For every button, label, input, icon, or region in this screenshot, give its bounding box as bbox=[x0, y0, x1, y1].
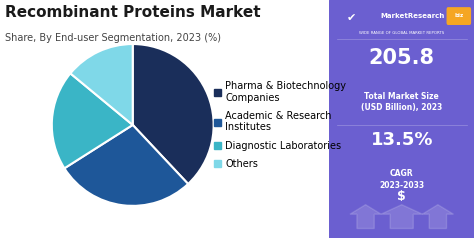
Text: 13.5%: 13.5% bbox=[371, 131, 433, 149]
Text: Share, By End-user Segmentation, 2023 (%): Share, By End-user Segmentation, 2023 (%… bbox=[5, 33, 221, 43]
Text: Recombinant Proteins Market: Recombinant Proteins Market bbox=[5, 5, 260, 20]
Text: MarketResearch: MarketResearch bbox=[380, 13, 444, 19]
Wedge shape bbox=[64, 125, 188, 206]
Text: biz: biz bbox=[454, 13, 464, 18]
FancyArrow shape bbox=[350, 205, 381, 228]
Wedge shape bbox=[52, 73, 133, 168]
Text: ✔: ✔ bbox=[346, 13, 356, 23]
FancyBboxPatch shape bbox=[447, 7, 471, 25]
Text: WIDE RANGE OF GLOBAL MARKET REPORTS: WIDE RANGE OF GLOBAL MARKET REPORTS bbox=[359, 31, 444, 35]
FancyArrow shape bbox=[422, 205, 454, 228]
Text: 205.8: 205.8 bbox=[369, 48, 435, 68]
Text: Total Market Size
(USD Billion), 2023: Total Market Size (USD Billion), 2023 bbox=[361, 92, 442, 112]
Wedge shape bbox=[133, 44, 214, 184]
Legend: Pharma & Biotechnology
Companies, Academic & Research
Institutes, Diagnostic Lab: Pharma & Biotechnology Companies, Academ… bbox=[214, 81, 346, 169]
FancyArrow shape bbox=[381, 205, 422, 228]
Wedge shape bbox=[70, 44, 133, 125]
Text: $: $ bbox=[397, 190, 406, 203]
Text: CAGR
2023-2033: CAGR 2023-2033 bbox=[379, 169, 424, 190]
